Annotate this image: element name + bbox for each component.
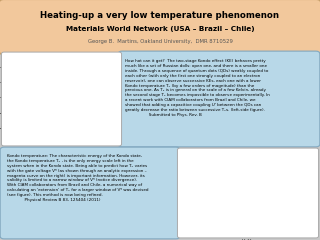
Text: Kondo temperature: The characteristic energy of the Kondo state,
the Kondo tempe: Kondo temperature: The characteristic en… (7, 154, 148, 202)
Text: $\Gamma=0.005$: $\Gamma=0.005$ (232, 205, 252, 212)
Text: Heating-up a very low temperature phenomenon: Heating-up a very low temperature phenom… (41, 12, 279, 20)
Y-axis label: $T_K$: $T_K$ (162, 189, 170, 195)
Text: George B.  Martins, Oakland University,  DMR 8710529: George B. Martins, Oakland University, D… (88, 38, 232, 43)
X-axis label: $V_g/U$: $V_g/U$ (241, 238, 253, 240)
Text: $U\'=0.125$: $U\'=0.125$ (65, 122, 85, 129)
Text: $U\'=0.25$: $U\'=0.25$ (65, 129, 83, 136)
Text: $U=1$: $U=1$ (237, 214, 249, 221)
Text: How hot can it get?  The two-stage Kondo effect (KE) behaves pretty
much like a : How hot can it get? The two-stage Kondo … (125, 59, 270, 117)
Text: $\propto \exp(-M_K/T)$: $\propto \exp(-M_K/T)$ (15, 89, 43, 97)
Text: Materials World Network (USA – Brazil – Chile): Materials World Network (USA – Brazil – … (66, 26, 254, 32)
Text: $T_{K_1}$: $T_{K_1}$ (15, 75, 23, 85)
